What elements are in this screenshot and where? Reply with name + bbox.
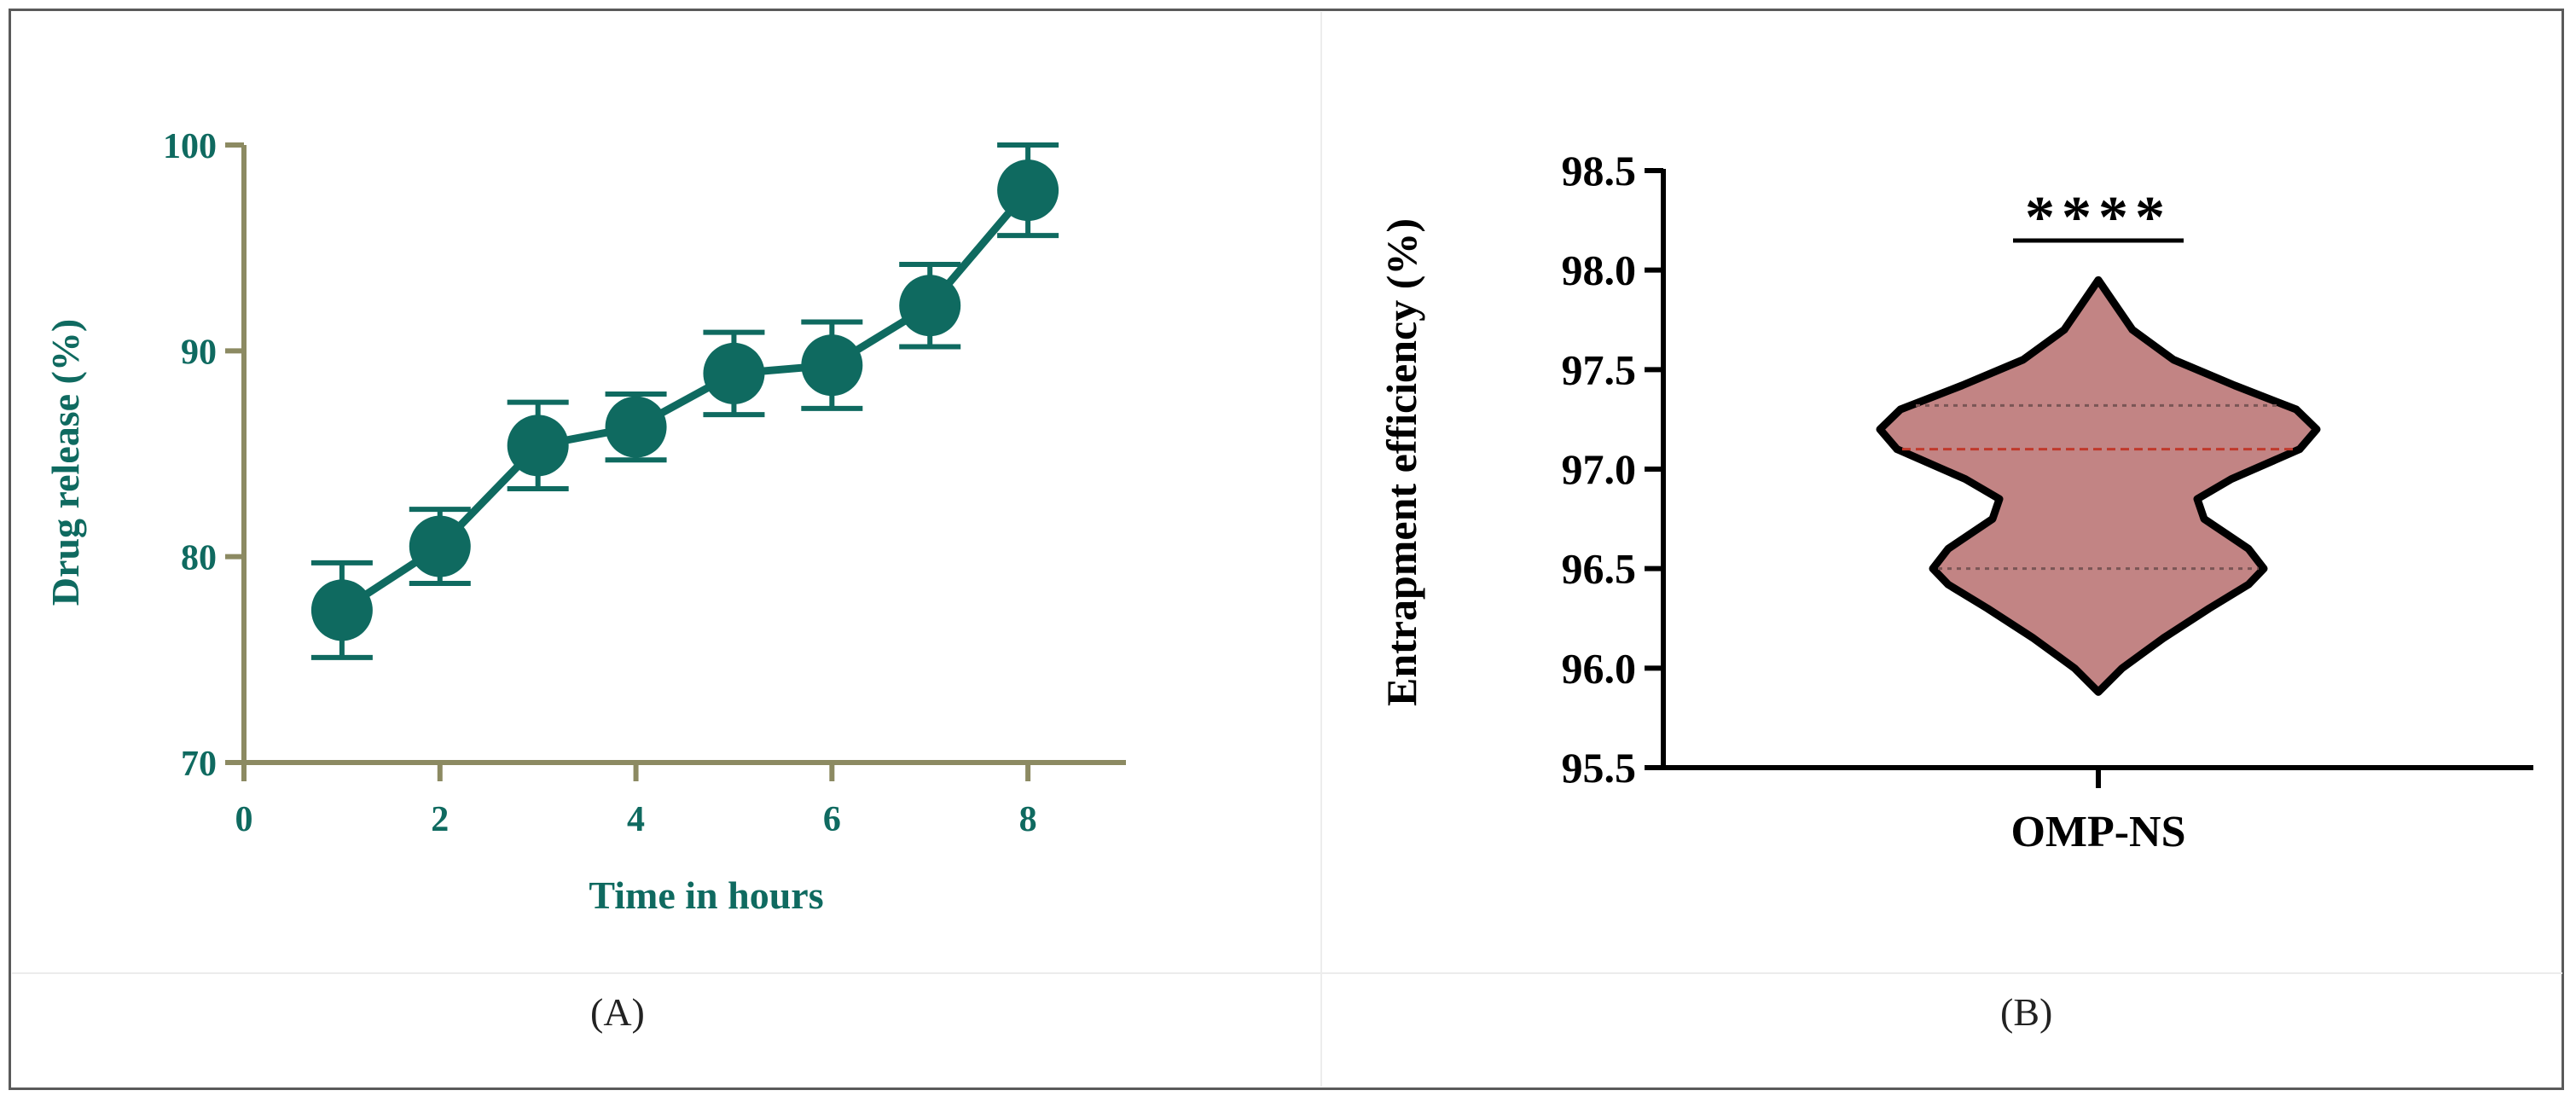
chart-b-y-tick-label: 98.5 (1562, 147, 1637, 194)
chart-a-y-tick-label: 80 (181, 539, 217, 578)
chart-a: 70 80 90 100 0 2 4 6 8 Time in hours Drug releas… (44, 127, 1126, 917)
chart-a-x-tick-label: 8 (1019, 800, 1037, 839)
chart-b-ticks: 95.5 96.0 96.5 97.0 97.5 98.0 98.5 (1562, 147, 2101, 792)
chart-b-violin (1876, 276, 2321, 696)
chart-a-x-tick-label: 0 (235, 800, 253, 839)
chart-b-y-tick-label: 96.5 (1562, 545, 1637, 593)
chart-a-x-tick-label: 4 (627, 800, 645, 839)
chart-a-point (703, 342, 765, 404)
chart-a-y-tick-label: 70 (181, 745, 217, 784)
chart-b-y-tick-label: 96.0 (1562, 644, 1637, 692)
panel-divider (1320, 12, 1322, 1087)
chart-a-x-tick-label: 2 (431, 800, 449, 839)
chart-b-y-tick-label: 98.0 (1562, 246, 1637, 294)
chart-a-point (801, 334, 863, 397)
chart-a-point (310, 579, 373, 641)
chart-a-y-axis-label: Drug release (%) (44, 319, 87, 606)
chart-b-category-label: OMP-NS (2010, 808, 2185, 856)
chart-a-y-tick-label: 90 (181, 333, 217, 372)
chart-a-axes (241, 145, 1126, 765)
chart-a-point (507, 415, 569, 477)
chart-b-y-tick-label: 95.5 (1562, 744, 1637, 792)
chart-a-y-tick-label: 100 (163, 127, 217, 166)
chart-a-points (310, 160, 1059, 641)
chart-b-y-axis-label: Entrapment efficiency (%) (1378, 218, 1425, 706)
chart-b-significance-label: **** (2025, 185, 2172, 251)
caption-divider (12, 972, 2562, 974)
chart-a-point (997, 160, 1059, 222)
chart-a-x-tick-label: 6 (823, 800, 841, 839)
chart-b-y-tick-label: 97.5 (1562, 345, 1637, 393)
chart-b: 95.5 96.0 96.5 97.0 97.5 98.0 98.5 **** OMP-NS… (1378, 147, 2533, 856)
chart-a-point (409, 515, 471, 577)
chart-a-point (899, 275, 961, 337)
caption-b: (B) (2000, 990, 2053, 1034)
chart-a-x-axis-label: Time in hours (589, 873, 823, 917)
caption-a: (A) (590, 990, 645, 1034)
chart-b-y-tick-label: 97.0 (1562, 445, 1637, 493)
chart-a-ticks: 70 80 90 100 0 2 4 6 8 (163, 127, 1037, 839)
chart-a-point (605, 396, 667, 458)
